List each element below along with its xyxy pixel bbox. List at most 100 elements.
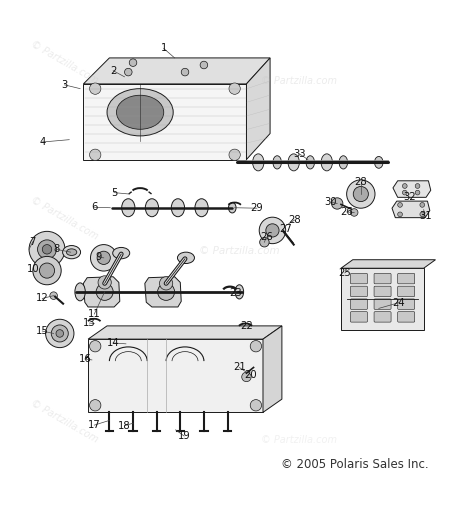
Polygon shape — [83, 84, 246, 160]
Text: 33: 33 — [293, 149, 306, 159]
Text: © Partzilla.com: © Partzilla.com — [261, 435, 337, 445]
FancyBboxPatch shape — [350, 311, 367, 322]
Circle shape — [398, 212, 402, 217]
Text: 11: 11 — [88, 309, 100, 319]
Circle shape — [250, 399, 262, 411]
Text: 3: 3 — [61, 80, 68, 90]
Ellipse shape — [273, 156, 282, 169]
Text: 12: 12 — [36, 294, 49, 304]
Circle shape — [46, 319, 74, 348]
FancyBboxPatch shape — [398, 299, 415, 309]
Text: 13: 13 — [83, 318, 96, 328]
Circle shape — [50, 292, 57, 299]
Ellipse shape — [228, 202, 236, 213]
Polygon shape — [341, 268, 424, 330]
Circle shape — [229, 83, 240, 94]
FancyBboxPatch shape — [350, 299, 367, 309]
Text: 18: 18 — [118, 421, 131, 431]
Text: © 2005 Polaris Sales Inc.: © 2005 Polaris Sales Inc. — [282, 458, 429, 471]
Circle shape — [260, 238, 269, 247]
FancyBboxPatch shape — [374, 299, 391, 309]
Text: 25: 25 — [338, 268, 351, 278]
Ellipse shape — [288, 154, 300, 171]
Text: 23: 23 — [230, 288, 242, 298]
Circle shape — [350, 209, 358, 216]
Circle shape — [91, 245, 117, 271]
Text: 14: 14 — [107, 338, 119, 348]
Ellipse shape — [339, 156, 347, 169]
Polygon shape — [88, 326, 282, 339]
Text: 24: 24 — [392, 298, 405, 308]
Text: 27: 27 — [279, 223, 292, 233]
Circle shape — [259, 217, 286, 243]
Circle shape — [29, 231, 65, 267]
Circle shape — [229, 149, 240, 160]
Ellipse shape — [374, 157, 383, 168]
Circle shape — [96, 284, 113, 300]
Polygon shape — [393, 181, 431, 197]
Circle shape — [37, 240, 56, 259]
FancyBboxPatch shape — [398, 311, 415, 322]
Text: 29: 29 — [250, 203, 263, 213]
Ellipse shape — [75, 283, 85, 301]
Ellipse shape — [113, 248, 130, 259]
Text: 4: 4 — [39, 137, 46, 147]
Text: 8: 8 — [54, 245, 60, 255]
Circle shape — [415, 183, 420, 188]
Circle shape — [33, 257, 61, 285]
Circle shape — [242, 372, 251, 382]
FancyBboxPatch shape — [374, 274, 391, 284]
Circle shape — [398, 202, 402, 207]
Text: 17: 17 — [88, 420, 100, 430]
Ellipse shape — [66, 249, 77, 256]
Text: 31: 31 — [419, 211, 431, 221]
Polygon shape — [83, 58, 270, 84]
Polygon shape — [392, 201, 430, 218]
FancyBboxPatch shape — [374, 286, 391, 297]
Text: 5: 5 — [111, 188, 117, 198]
Text: 9: 9 — [96, 252, 102, 262]
FancyBboxPatch shape — [350, 286, 367, 297]
Text: 30: 30 — [324, 197, 337, 207]
Ellipse shape — [119, 337, 142, 351]
Text: 26: 26 — [260, 232, 273, 242]
Text: 15: 15 — [36, 326, 49, 336]
Text: © Partzilla.com: © Partzilla.com — [29, 39, 100, 86]
Ellipse shape — [117, 95, 164, 129]
Circle shape — [346, 180, 375, 208]
Text: 21: 21 — [233, 363, 246, 373]
Ellipse shape — [122, 199, 135, 217]
Circle shape — [181, 69, 189, 76]
Text: 16: 16 — [78, 354, 91, 364]
Circle shape — [200, 61, 208, 69]
Text: © Partzilla.com: © Partzilla.com — [199, 246, 280, 256]
Ellipse shape — [177, 252, 194, 264]
Text: © Partzilla.com: © Partzilla.com — [29, 398, 100, 445]
Text: 7: 7 — [30, 237, 36, 247]
Circle shape — [157, 284, 174, 300]
Ellipse shape — [146, 199, 158, 217]
Circle shape — [129, 59, 137, 66]
Circle shape — [420, 212, 425, 217]
Text: 19: 19 — [178, 431, 191, 441]
Circle shape — [39, 263, 55, 278]
Polygon shape — [145, 277, 181, 307]
Text: 28: 28 — [355, 177, 367, 187]
Circle shape — [402, 183, 407, 188]
Circle shape — [56, 330, 64, 337]
Text: 26: 26 — [340, 207, 353, 217]
Circle shape — [98, 276, 111, 289]
Polygon shape — [83, 277, 120, 307]
Circle shape — [402, 190, 407, 195]
Polygon shape — [88, 339, 263, 412]
Circle shape — [353, 187, 368, 202]
Circle shape — [90, 340, 101, 352]
Circle shape — [266, 224, 279, 237]
Circle shape — [51, 325, 68, 342]
Circle shape — [90, 83, 101, 94]
Circle shape — [420, 202, 425, 207]
Polygon shape — [246, 58, 270, 160]
Text: 28: 28 — [288, 215, 301, 225]
Text: © Partzilla.com: © Partzilla.com — [261, 76, 337, 86]
Polygon shape — [263, 326, 282, 412]
